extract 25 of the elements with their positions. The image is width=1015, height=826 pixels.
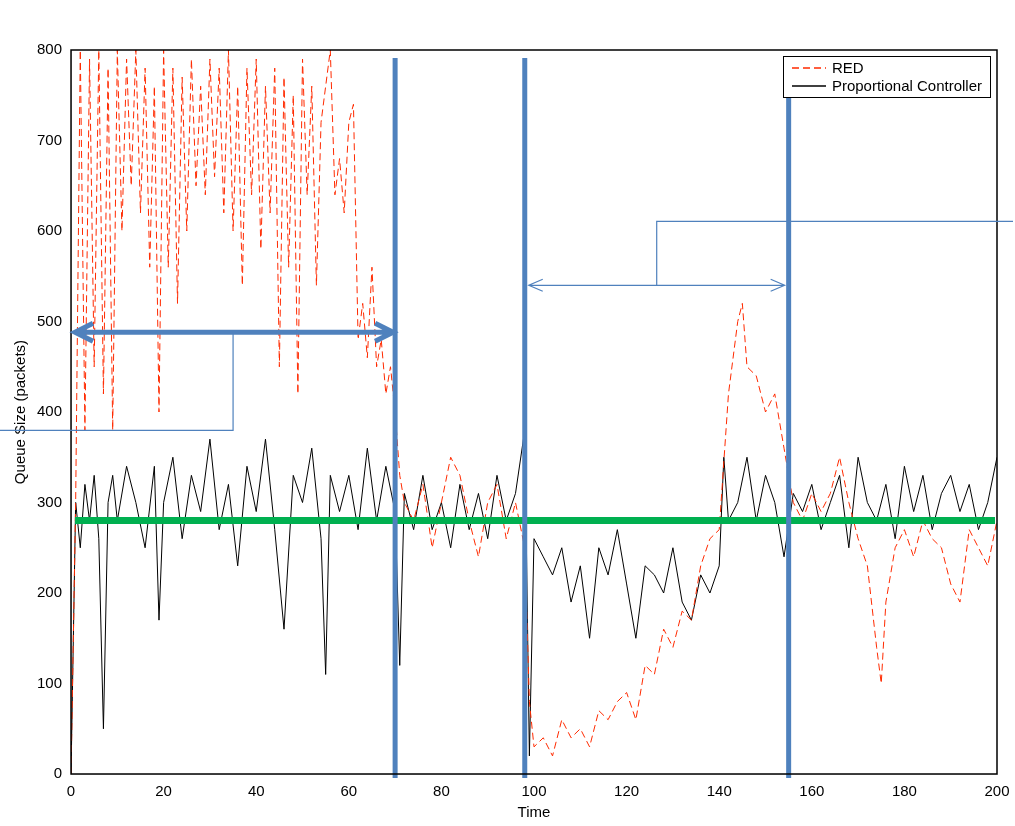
x-tick-label: 40 xyxy=(247,782,265,800)
x-tick-label: 120 xyxy=(614,782,640,800)
x-tick-label: 100 xyxy=(521,782,547,800)
legend-label: RED xyxy=(831,59,864,77)
x-axis-title: Time xyxy=(517,803,551,821)
x-tick-label: 180 xyxy=(891,782,917,800)
legend-label: Proportional Controller xyxy=(831,77,982,95)
x-tick-label: 200 xyxy=(984,782,1010,800)
y-tick-label: 0 xyxy=(53,764,63,782)
x-tick-label: 0 xyxy=(66,782,76,800)
x-tick-label: 80 xyxy=(433,782,450,800)
x-tick-label: 140 xyxy=(706,782,732,800)
line-series xyxy=(71,50,997,774)
y-tick-label: 600 xyxy=(37,221,63,239)
y-tick-label: 100 xyxy=(37,673,63,691)
y-tick-label: 300 xyxy=(37,492,63,510)
x-tick-label: 60 xyxy=(340,782,358,800)
y-tick-label: 200 xyxy=(37,583,63,601)
y-axis-title: Queue Size (packets) xyxy=(11,339,29,485)
y-tick-label: 700 xyxy=(37,130,63,148)
x-tick-label: 20 xyxy=(155,782,172,800)
y-tick-label: 800 xyxy=(37,40,63,58)
y-tick-label: 400 xyxy=(37,402,63,420)
y-tick-label: 500 xyxy=(37,311,63,329)
x-tick-label: 160 xyxy=(799,782,825,800)
